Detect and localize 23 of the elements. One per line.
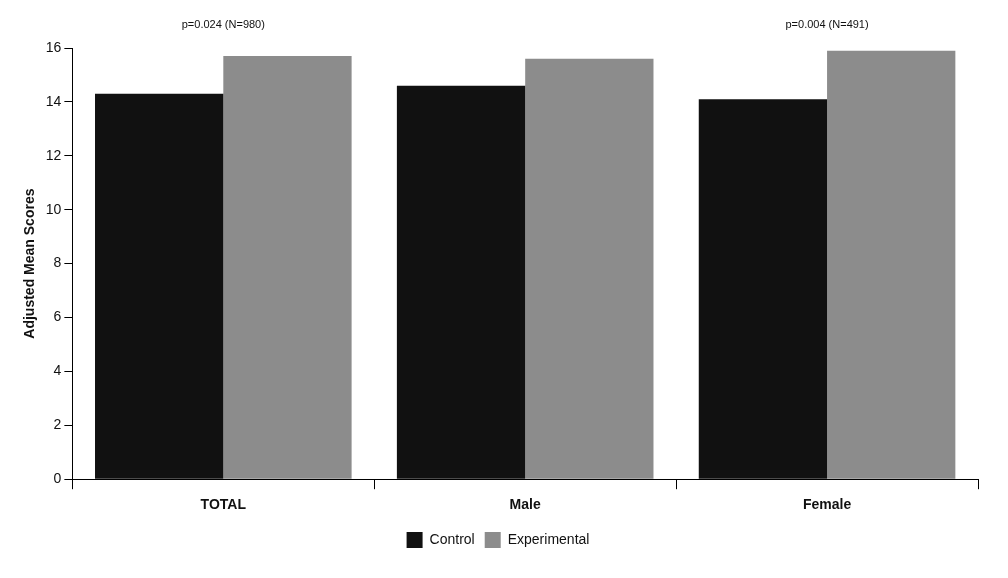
- y-tick-label: 8: [53, 254, 62, 271]
- x-tick-label: Female: [802, 496, 852, 513]
- legend-label: Control: [429, 530, 475, 547]
- y-axis-title: Adjusted Mean Scores: [21, 188, 38, 339]
- bar: [95, 93, 224, 479]
- bar: [223, 56, 352, 479]
- text: p=0.004 (N=491): [785, 17, 869, 30]
- x-tick-label: Male: [509, 496, 541, 513]
- bar: [698, 99, 828, 479]
- y-tick-label: 4: [53, 362, 62, 379]
- x-tick-label: TOTAL: [200, 496, 247, 513]
- y-tick-label: 14: [45, 92, 62, 109]
- bar: [396, 85, 526, 479]
- y-tick-label: 10: [45, 200, 62, 217]
- y-tick-label: 0: [53, 470, 62, 487]
- legend-label: Experimental: [507, 530, 590, 547]
- y-tick-label: 6: [53, 308, 62, 325]
- y-tick-label: 2: [53, 416, 62, 433]
- text: p=0.024 (N=980): [181, 17, 265, 30]
- bar: [827, 50, 956, 479]
- y-tick-label: 16: [45, 38, 62, 55]
- y-tick-label: 12: [45, 146, 62, 163]
- bar: [525, 58, 654, 479]
